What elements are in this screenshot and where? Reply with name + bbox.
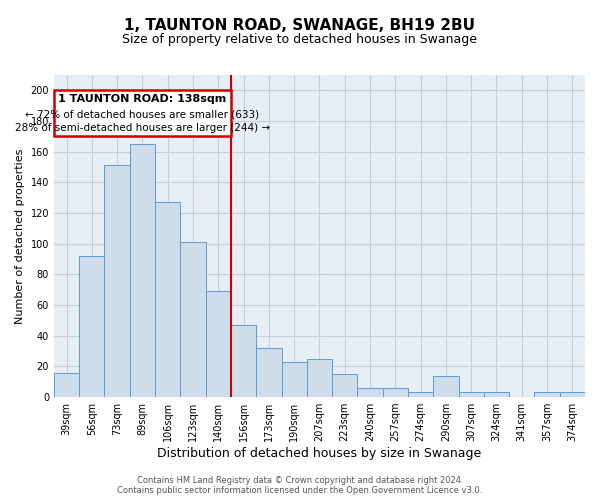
Bar — [181, 242, 206, 397]
Bar — [484, 392, 509, 397]
Text: 28% of semi-detached houses are larger (244) →: 28% of semi-detached houses are larger (… — [15, 122, 270, 132]
Bar — [155, 202, 181, 397]
Bar — [79, 256, 104, 397]
Text: ← 72% of detached houses are smaller (633): ← 72% of detached houses are smaller (63… — [25, 110, 259, 120]
Bar — [256, 348, 281, 397]
Bar — [206, 292, 231, 397]
Bar — [408, 392, 433, 397]
Bar — [535, 392, 560, 397]
Bar — [332, 374, 358, 397]
Bar — [130, 144, 155, 397]
FancyBboxPatch shape — [54, 90, 231, 136]
Bar — [231, 325, 256, 397]
Bar — [560, 392, 585, 397]
Bar — [433, 376, 458, 397]
Text: 1, TAUNTON ROAD, SWANAGE, BH19 2BU: 1, TAUNTON ROAD, SWANAGE, BH19 2BU — [125, 18, 476, 32]
Bar — [383, 388, 408, 397]
Bar — [281, 362, 307, 397]
Bar — [458, 392, 484, 397]
X-axis label: Distribution of detached houses by size in Swanage: Distribution of detached houses by size … — [157, 447, 482, 460]
Bar — [358, 388, 383, 397]
Bar — [307, 358, 332, 397]
Bar — [104, 166, 130, 397]
Text: Contains HM Land Registry data © Crown copyright and database right 2024.: Contains HM Land Registry data © Crown c… — [137, 476, 463, 485]
Text: 1 TAUNTON ROAD: 138sqm: 1 TAUNTON ROAD: 138sqm — [58, 94, 227, 104]
Text: Contains public sector information licensed under the Open Government Licence v3: Contains public sector information licen… — [118, 486, 482, 495]
Y-axis label: Number of detached properties: Number of detached properties — [15, 148, 25, 324]
Text: Size of property relative to detached houses in Swanage: Size of property relative to detached ho… — [122, 32, 478, 46]
Bar — [54, 372, 79, 397]
